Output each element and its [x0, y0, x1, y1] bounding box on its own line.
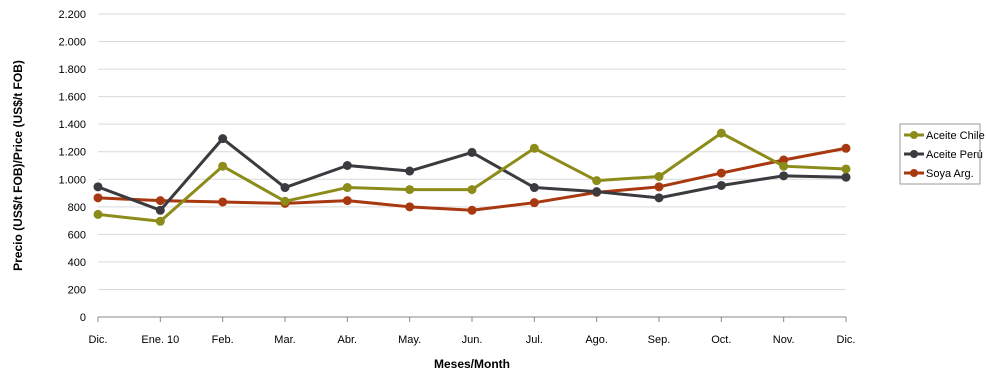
x-tick-label: Oct.	[711, 334, 731, 346]
x-axis-ticks: Dic. Ene. 10 Feb. Mar. Abr. May. Jun. Jul. Ago. S…	[89, 317, 856, 346]
data-point	[841, 172, 851, 182]
legend-item: Aceite Chile	[904, 130, 985, 142]
x-tick-label: Ago.	[585, 334, 608, 346]
x-tick-label: Jul.	[526, 334, 543, 346]
legend-label: Soya Arg.	[926, 168, 974, 180]
y-tick-label: 1.800	[58, 64, 86, 76]
data-point	[218, 197, 228, 207]
data-point	[405, 202, 415, 212]
x-tick-label: Sep.	[648, 334, 671, 346]
data-point	[342, 196, 352, 206]
data-point	[592, 187, 602, 197]
data-point	[779, 171, 789, 181]
legend-marker	[910, 131, 918, 139]
legend-item: Soya Arg.	[904, 168, 974, 180]
x-tick-label: Feb.	[212, 334, 234, 346]
legend-marker	[910, 169, 918, 177]
data-point	[405, 166, 415, 176]
data-point	[93, 193, 103, 203]
x-tick-label: Dic.	[837, 334, 856, 346]
x-tick-label: Ene. 10	[141, 334, 179, 346]
series-layer	[93, 128, 851, 226]
y-tick-label: 1.600	[58, 92, 86, 104]
data-point	[529, 198, 539, 208]
legend-label: Aceite Chile	[926, 130, 985, 142]
data-point	[467, 147, 477, 157]
y-tick-label: 200	[68, 284, 86, 296]
y-tick-label: 400	[68, 257, 86, 269]
data-point	[779, 161, 789, 171]
series-1	[93, 134, 851, 215]
legend-marker	[910, 150, 918, 158]
y-tick-label: 0	[80, 312, 86, 324]
data-point	[841, 143, 851, 153]
data-point	[405, 185, 415, 195]
y-axis-title: Precio (US$/t FOB)/Price (US$/t FOB)	[11, 60, 25, 271]
y-tick-label: 1.000	[58, 174, 86, 186]
y-tick-label: 2.200	[58, 9, 86, 21]
y-tick-label: 800	[68, 202, 86, 214]
data-point	[779, 155, 789, 165]
series-0	[93, 128, 851, 226]
data-point	[342, 183, 352, 193]
data-point	[155, 216, 165, 226]
data-point	[93, 182, 103, 192]
data-point	[467, 205, 477, 215]
data-point	[654, 182, 664, 192]
data-point	[592, 176, 602, 186]
legend-label: Aceite Perú	[926, 149, 983, 161]
y-axis-ticks: 0 200 400 600 800 1.000 1.200 1.400 1.600 1.800 2.…	[58, 9, 86, 324]
x-tick-label: Dic.	[89, 334, 108, 346]
data-point	[218, 161, 228, 171]
data-point	[529, 143, 539, 153]
data-point	[529, 183, 539, 193]
legend: Aceite Chile Aceite Perú Soya Arg.	[899, 123, 985, 185]
x-tick-label: Abr.	[338, 334, 358, 346]
data-point	[467, 185, 477, 195]
data-point	[342, 161, 352, 170]
x-tick-label: Nov.	[773, 334, 795, 346]
data-point	[716, 128, 726, 138]
data-point	[716, 168, 726, 178]
x-tick-label: May.	[398, 334, 421, 346]
data-point	[155, 205, 165, 215]
data-point	[280, 196, 290, 206]
data-point	[218, 134, 228, 144]
series-2	[93, 143, 851, 215]
data-point	[654, 172, 664, 182]
data-point	[93, 209, 103, 219]
y-tick-label: 600	[68, 229, 86, 241]
y-tick-label: 2.000	[58, 37, 86, 49]
data-point	[716, 180, 726, 190]
data-point	[280, 183, 290, 193]
data-point	[841, 164, 851, 174]
x-axis-title: Meses/Month	[434, 357, 510, 371]
data-point	[155, 196, 165, 206]
y-tick-label: 1.200	[58, 147, 86, 159]
data-point	[654, 193, 664, 203]
x-tick-label: Mar.	[274, 334, 295, 346]
x-tick-label: Jun.	[462, 334, 483, 346]
y-tick-label: 1.400	[58, 119, 86, 131]
legend-item: Aceite Perú	[904, 149, 983, 161]
